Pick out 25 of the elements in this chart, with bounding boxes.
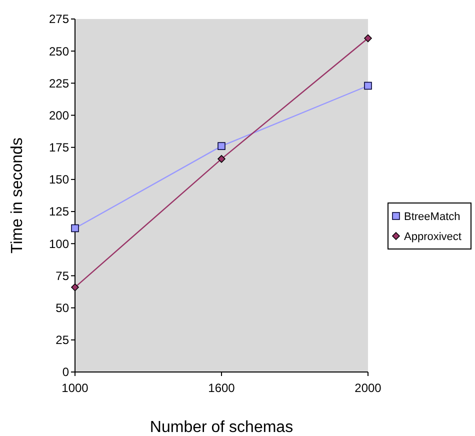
y-tick-label: 125 bbox=[48, 204, 70, 219]
point bbox=[218, 155, 226, 163]
y-tick-label: 175 bbox=[48, 140, 70, 155]
point bbox=[364, 82, 372, 90]
point bbox=[71, 283, 79, 292]
y-tick-label: 225 bbox=[48, 76, 70, 90]
x-tick-label: 1000 bbox=[62, 381, 89, 395]
y-tick-label: 50 bbox=[56, 301, 70, 316]
y-tick-label: 275 bbox=[48, 12, 70, 26]
legend-label: Approxivect bbox=[404, 230, 462, 243]
y-tick-label: 75 bbox=[56, 268, 70, 283]
legend-label: BtreeMatch bbox=[404, 210, 460, 223]
point bbox=[218, 142, 226, 150]
y-axis-title: Time in seconds bbox=[9, 138, 26, 254]
x-tick-label: 1600 bbox=[208, 381, 236, 395]
y-tick-label: 100 bbox=[48, 236, 70, 251]
y-tick-label: 0 bbox=[62, 365, 70, 380]
x-tick-label: 2000 bbox=[354, 381, 382, 395]
y-tick-label: 200 bbox=[48, 108, 70, 122]
y-tick-label: 250 bbox=[48, 44, 70, 58]
y-tick-label: 150 bbox=[48, 172, 70, 187]
point bbox=[364, 34, 372, 42]
y-tick-label: 25 bbox=[56, 333, 70, 348]
x-axis-title: Number of schemas bbox=[150, 419, 294, 436]
point bbox=[71, 224, 79, 232]
